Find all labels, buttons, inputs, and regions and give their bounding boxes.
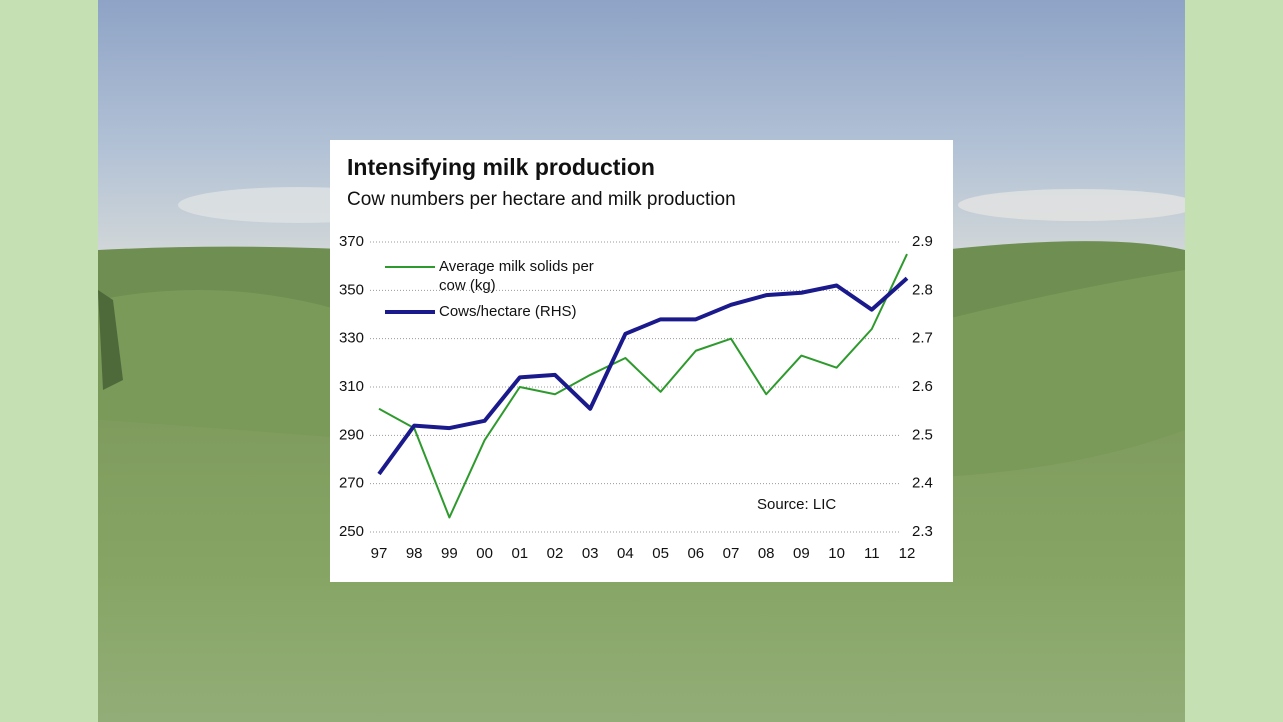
x-tick-label: 08 (758, 545, 775, 562)
y2-tick-label: 2.4 (912, 475, 933, 492)
y-tick-label: 330 (339, 330, 364, 347)
y-tick-label: 370 (339, 233, 364, 250)
x-tick-label: 02 (547, 545, 564, 562)
chart-panel (330, 140, 953, 582)
x-tick-label: 99 (441, 545, 458, 562)
x-tick-label: 09 (793, 545, 810, 562)
series-line (378, 253, 908, 519)
series-line (377, 276, 909, 476)
x-tick-label: 04 (617, 545, 634, 562)
x-tick-label: 98 (406, 545, 423, 562)
legend-label: Average milk solids per cow (kg) (439, 258, 594, 294)
x-tick-label: 01 (511, 545, 528, 562)
x-tick-label: 11 (864, 545, 880, 562)
x-tick-label: 03 (582, 545, 599, 562)
y-tick-label: 270 (339, 475, 364, 492)
x-tick-label: 97 (371, 545, 388, 562)
y2-tick-label: 2.6 (912, 378, 933, 395)
y-tick-label: 290 (339, 426, 364, 443)
x-tick-label: 05 (652, 545, 669, 562)
x-tick-label: 07 (723, 545, 740, 562)
y2-tick-label: 2.5 (912, 426, 933, 443)
chart: Intensifying milk production Cow numbers… (330, 140, 953, 582)
y2-tick-label: 2.8 (912, 281, 933, 298)
x-tick-label: 00 (476, 545, 493, 562)
legend-label: Cows/hectare (RHS) (439, 303, 577, 320)
chart-title: Intensifying milk production (347, 154, 655, 180)
y2-tick-label: 2.7 (912, 330, 933, 347)
chart-subtitle: Cow numbers per hectare and milk product… (347, 189, 736, 210)
x-tick-label: 10 (828, 545, 845, 562)
x-tick-label: 06 (687, 545, 704, 562)
source-note: Source: LIC (757, 496, 836, 513)
y-tick-label: 350 (339, 281, 364, 298)
y2-tick-label: 2.3 (912, 523, 933, 540)
tree (98, 290, 123, 390)
y-tick-label: 310 (339, 378, 364, 395)
y-tick-label: 250 (339, 523, 364, 540)
y2-tick-label: 2.9 (912, 233, 933, 250)
cloud (958, 189, 1185, 221)
x-tick-label: 12 (899, 545, 916, 562)
